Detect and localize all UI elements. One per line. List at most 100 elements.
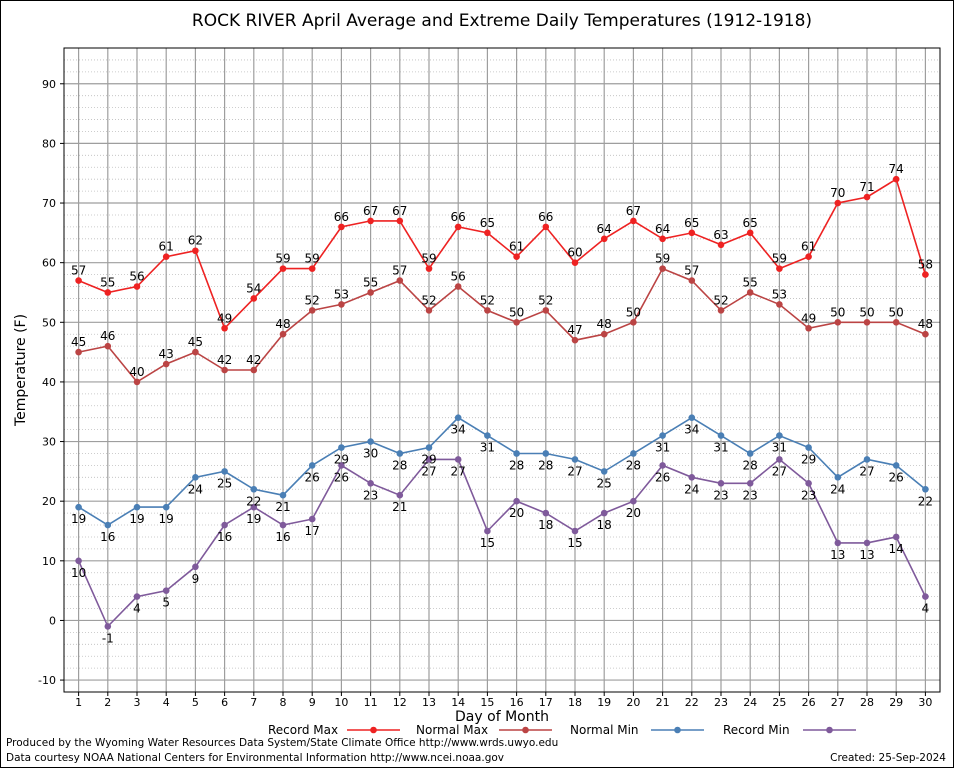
record-min-point	[630, 497, 637, 505]
record-min-point	[776, 456, 783, 463]
record-max-point	[338, 223, 345, 231]
y-axis-label: Temperature (F)	[13, 314, 29, 427]
x-tick-label: 16	[510, 696, 524, 709]
record-max-data-label: 61	[509, 240, 524, 254]
record-min-point	[308, 515, 316, 523]
x-tick-label: 22	[685, 696, 699, 709]
normal-max-data-label: 48	[275, 317, 290, 331]
normal-max-point	[162, 360, 170, 368]
record-min-data-label: 14	[889, 542, 904, 556]
record-max-point	[922, 271, 929, 278]
record-min-point	[367, 479, 374, 487]
record-max-point	[367, 217, 374, 225]
record-min-data-label: 5	[162, 596, 170, 610]
record-max-data-label: 55	[100, 275, 115, 289]
normal-max-point	[396, 277, 404, 284]
y-tick-label: 90	[42, 78, 56, 91]
x-tick-label: 2	[104, 696, 111, 709]
normal-min-point	[425, 444, 433, 451]
record-min-point	[922, 593, 929, 600]
record-max-data-label: 60	[567, 246, 582, 260]
normal-min-data-label: 26	[889, 470, 904, 484]
x-tick-label: 8	[280, 696, 287, 709]
x-tick-label: 17	[539, 696, 553, 709]
x-tick-label: 3	[134, 696, 141, 709]
record-max-data-label: 59	[421, 252, 436, 266]
normal-max-data-label: 55	[363, 275, 378, 289]
record-max-point	[600, 235, 608, 243]
normal-max-data-label: 50	[626, 305, 641, 319]
plot-border	[63, 47, 941, 693]
normal-min-data-label: 28	[626, 458, 641, 472]
x-tick-label: 23	[714, 696, 728, 709]
normal-min-point	[162, 503, 170, 511]
record-min-point	[542, 509, 550, 517]
normal-min-data-label: 27	[567, 464, 582, 478]
normal-max-data-label: 53	[772, 287, 787, 301]
record-min-data-label: 27	[421, 464, 436, 478]
record-max-point	[396, 217, 404, 225]
record-min-data-label: 27	[772, 464, 787, 478]
record-min-data-label: 26	[655, 470, 670, 484]
record-min-data-label: 24	[684, 482, 699, 496]
normal-max-data-label: 52	[421, 293, 436, 307]
record-min-data-label: 15	[480, 536, 495, 550]
normal-min-data-label: 27	[859, 464, 874, 478]
record-max-point	[688, 229, 696, 237]
normal-min-data-label: 31	[480, 441, 495, 455]
record-max-data-label: 59	[305, 252, 320, 266]
record-min-line	[77, 458, 927, 628]
record-min-data-label: 17	[305, 524, 320, 538]
normal-min-point	[221, 468, 228, 475]
record-max-point	[308, 265, 316, 272]
x-tick-label: 11	[364, 696, 378, 709]
normal-max-point	[659, 265, 666, 272]
record-max-point	[834, 199, 842, 207]
normal-max-data-label: 55	[743, 275, 758, 289]
normal-min-point	[396, 450, 404, 457]
normal-max-point	[922, 330, 929, 338]
record-max-data-label: 65	[480, 216, 495, 230]
record-min-data-label: 27	[451, 464, 466, 478]
normal-max-data-label: 50	[509, 305, 524, 319]
y-tick-label: 80	[42, 137, 56, 150]
normal-min-point	[834, 474, 842, 481]
normal-min-point	[133, 503, 141, 511]
normal-max-data-label: 47	[567, 323, 582, 337]
legend-label-normal-min: Normal Min	[570, 723, 639, 737]
record-min-point	[396, 491, 404, 499]
normal-max-data-label: 46	[100, 329, 115, 343]
legend-label-normal-max: Normal Max	[416, 723, 488, 737]
normal-max-point	[308, 307, 316, 314]
normal-min-point	[454, 414, 462, 422]
x-tick-label: 19	[597, 696, 611, 709]
footer-created-date: Created: 25-Sep-2024	[830, 752, 946, 764]
normal-max-data-label: 42	[246, 353, 261, 367]
normal-max-point	[454, 283, 462, 290]
y-tick-label: 0	[49, 614, 56, 627]
normal-min-data-label: 28	[509, 458, 524, 472]
record-max-point	[542, 223, 550, 231]
x-tick-label: 12	[393, 696, 407, 709]
record-max-data-label: 49	[217, 311, 232, 325]
record-max-data-label: 71	[859, 180, 874, 194]
normal-min-point	[746, 450, 754, 457]
record-min-point	[454, 456, 462, 463]
record-max-point	[192, 247, 199, 255]
normal-min-point	[805, 444, 812, 451]
record-max-data-label: 61	[159, 240, 174, 254]
legend-marker-record-min	[826, 726, 833, 734]
record-max-point	[484, 229, 491, 237]
normal-max-point	[892, 318, 900, 326]
record-min-point	[746, 479, 754, 487]
record-min-point	[133, 593, 141, 600]
normal-max-data-label: 45	[71, 335, 86, 349]
x-tick-label: 7	[250, 696, 257, 709]
normal-min-data-label: 19	[159, 512, 174, 526]
x-tick-label: 10	[334, 696, 348, 709]
normal-min-point	[367, 438, 374, 445]
x-tick-label: 21	[656, 696, 670, 709]
record-min-point	[513, 497, 520, 505]
record-max-data-label: 56	[129, 270, 144, 284]
record-max-data-label: 64	[597, 222, 612, 236]
